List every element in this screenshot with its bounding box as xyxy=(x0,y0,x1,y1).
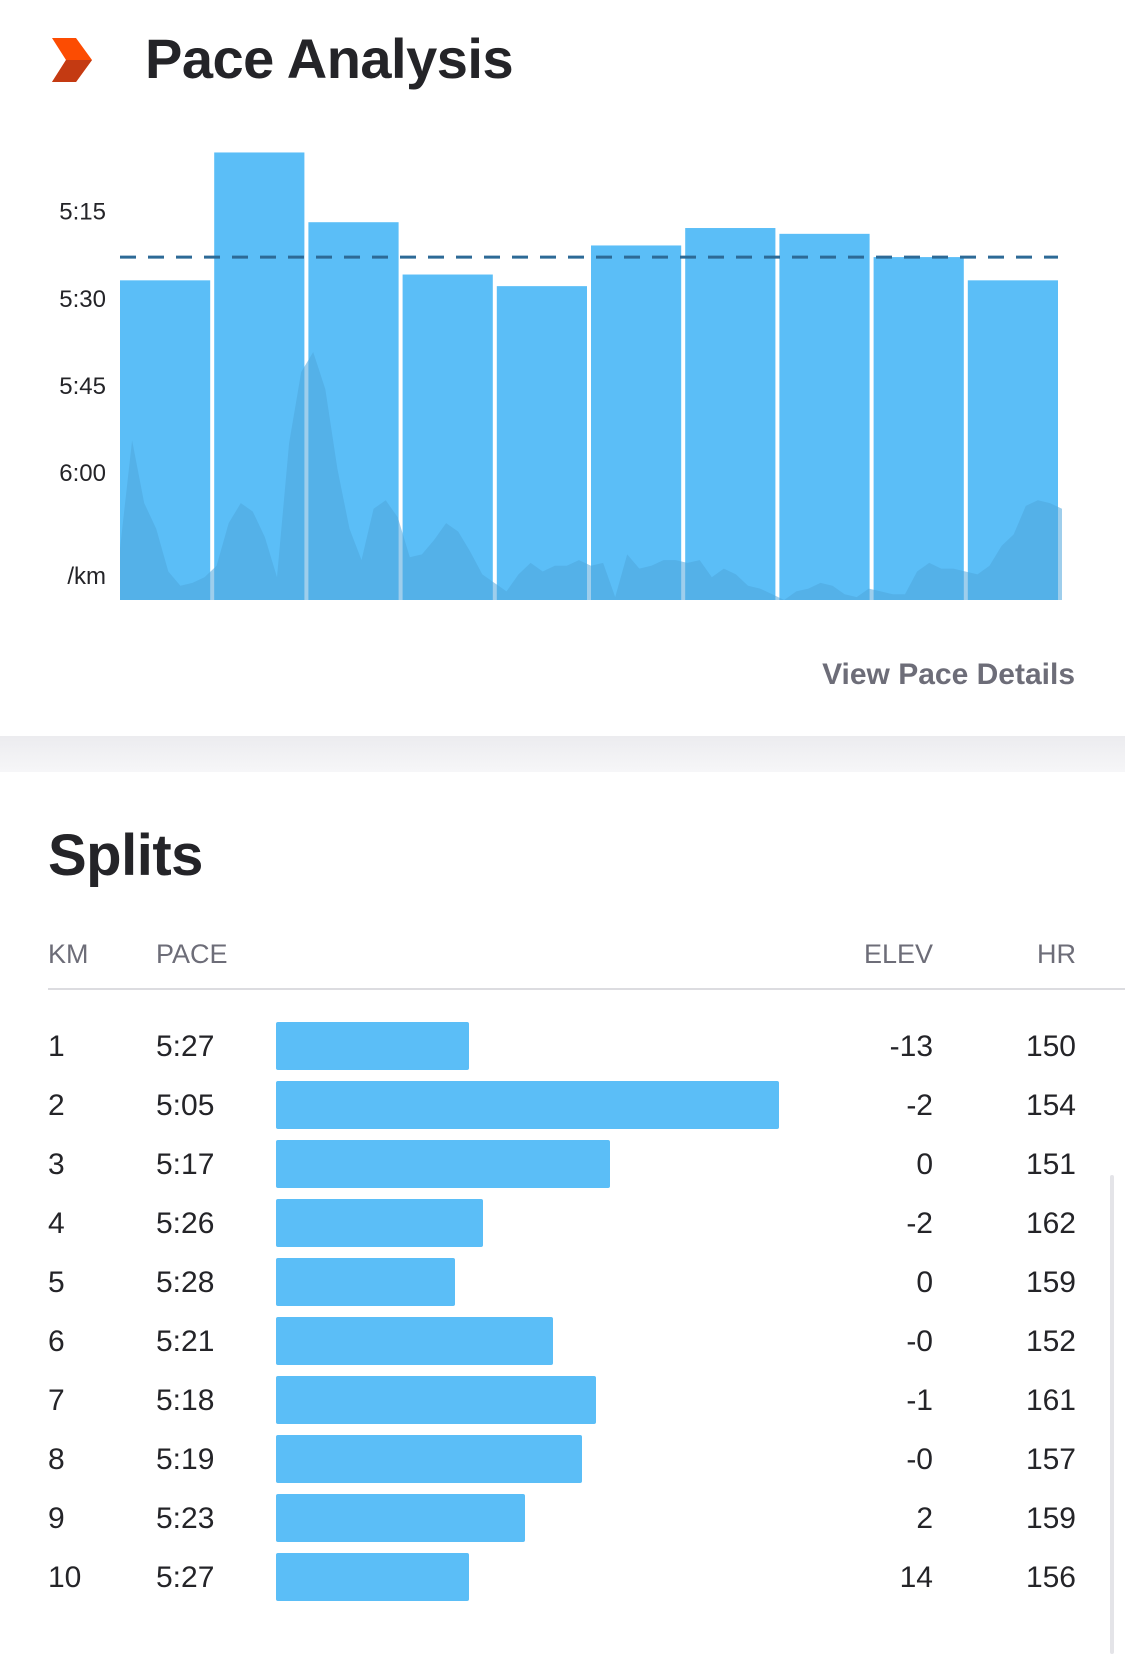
split-pace-bar xyxy=(276,1494,526,1542)
km-column-header: KM xyxy=(48,939,89,969)
split-pace-bar xyxy=(276,1022,469,1070)
hr-column-header: HR xyxy=(1037,939,1076,969)
split-km: 5 xyxy=(48,1266,65,1299)
pace-chart: 5:15 5:30 5:45 6:00/km xyxy=(59,152,1062,600)
split-hr: 159 xyxy=(1025,1266,1076,1299)
pace-bar xyxy=(496,286,587,600)
split-pace-bar xyxy=(276,1258,455,1306)
y-unit-label: /km xyxy=(67,563,106,590)
split-elev: -2 xyxy=(906,1089,933,1122)
split-row: 6 5:21 -0 152 xyxy=(0,1315,1125,1375)
split-km: 6 xyxy=(48,1325,65,1358)
split-km: 10 xyxy=(48,1561,82,1594)
page-title: Pace Analysis xyxy=(145,27,514,90)
split-row: 7 5:18 -1 161 xyxy=(0,1374,1125,1434)
split-hr: 151 xyxy=(1025,1148,1076,1181)
scrollbar[interactable] xyxy=(1110,1175,1114,1654)
split-pace-bar xyxy=(276,1376,596,1424)
header-divider xyxy=(48,988,1125,990)
split-km: 7 xyxy=(48,1384,65,1417)
pace-bar xyxy=(873,257,964,600)
split-pace: 5:23 xyxy=(156,1502,215,1535)
split-pace-bar xyxy=(276,1435,582,1483)
pace-bar xyxy=(685,228,776,600)
chevron-right-icon xyxy=(52,38,92,82)
split-pace: 5:26 xyxy=(156,1207,215,1240)
y-tick-label: 5:45 xyxy=(59,373,106,400)
split-pace-bar xyxy=(276,1553,469,1601)
pace-column-header: PACE xyxy=(156,939,228,969)
splits-section: Splits KM PACE ELEV HR 1 5:27 -13 150 2 5:05-… xyxy=(0,772,1125,1654)
split-pace-bar xyxy=(276,1199,483,1247)
split-elev: 0 xyxy=(916,1148,933,1181)
split-km: 2 xyxy=(48,1089,65,1122)
split-row: 8 5:19 -0 157 xyxy=(0,1433,1125,1493)
split-hr: 161 xyxy=(1025,1384,1076,1417)
split-row: 9 5:23 2 159 xyxy=(0,1492,1125,1552)
split-pace-bar xyxy=(276,1317,554,1365)
split-km: 8 xyxy=(48,1443,65,1476)
y-tick-label: 5:15 xyxy=(59,199,106,226)
splits-title: Splits xyxy=(48,823,203,888)
split-elev: -1 xyxy=(906,1384,933,1417)
split-pace: 5:27 xyxy=(156,1561,215,1594)
split-row: 1 5:27 -13 150 xyxy=(0,1020,1125,1080)
split-elev: -0 xyxy=(906,1325,933,1358)
split-hr: 162 xyxy=(1025,1207,1076,1240)
split-pace: 5:19 xyxy=(156,1443,215,1476)
split-pace: 5:21 xyxy=(156,1325,215,1358)
split-row: 10 5:27 14 156 xyxy=(0,1551,1125,1611)
elev-column-header: ELEV xyxy=(863,939,933,969)
y-tick-label: 6:00 xyxy=(59,460,106,487)
split-pace: 5:27 xyxy=(156,1030,215,1063)
split-pace-bar xyxy=(276,1140,610,1188)
split-km: 3 xyxy=(48,1148,65,1181)
split-hr: 159 xyxy=(1025,1502,1076,1535)
split-pace: 5:18 xyxy=(156,1384,215,1417)
pace-analysis-section: Pace Analysis 5:15 5:30 5:45 6:00/km View P… xyxy=(0,0,1125,736)
split-elev: -0 xyxy=(906,1443,933,1476)
y-tick-label: 5:30 xyxy=(59,286,106,313)
pace-bar xyxy=(779,233,870,600)
split-km: 9 xyxy=(48,1502,65,1535)
split-row: 2 5:05 -2 154 xyxy=(0,1079,1125,1139)
view-pace-details-link[interactable]: View Pace Details xyxy=(822,658,1075,691)
split-pace: 5:28 xyxy=(156,1266,215,1299)
split-row: 3 5:17 0 151 xyxy=(0,1138,1125,1198)
pace-bar xyxy=(591,245,682,600)
split-hr: 157 xyxy=(1025,1443,1076,1476)
split-elev: 2 xyxy=(916,1502,933,1535)
section-divider xyxy=(0,736,1125,772)
split-km: 4 xyxy=(48,1207,65,1240)
split-pace: 5:05 xyxy=(156,1089,215,1122)
split-row: 4 5:26 -2 162 xyxy=(0,1197,1125,1257)
split-pace-bar xyxy=(276,1081,779,1129)
pace-analysis-header: Pace Analysis xyxy=(0,0,1125,120)
split-hr: 150 xyxy=(1025,1030,1076,1063)
split-elev: -13 xyxy=(889,1030,933,1063)
split-elev: 0 xyxy=(916,1266,933,1299)
split-pace: 5:17 xyxy=(156,1148,215,1181)
split-hr: 152 xyxy=(1025,1325,1076,1358)
split-hr: 156 xyxy=(1025,1561,1076,1594)
split-elev: 14 xyxy=(899,1561,933,1594)
split-elev: -2 xyxy=(906,1207,933,1240)
split-row: 5 5:28 0 159 xyxy=(0,1256,1125,1316)
elevation-profile-area xyxy=(120,352,1062,600)
split-hr: 154 xyxy=(1025,1089,1076,1122)
split-km: 1 xyxy=(48,1030,65,1063)
